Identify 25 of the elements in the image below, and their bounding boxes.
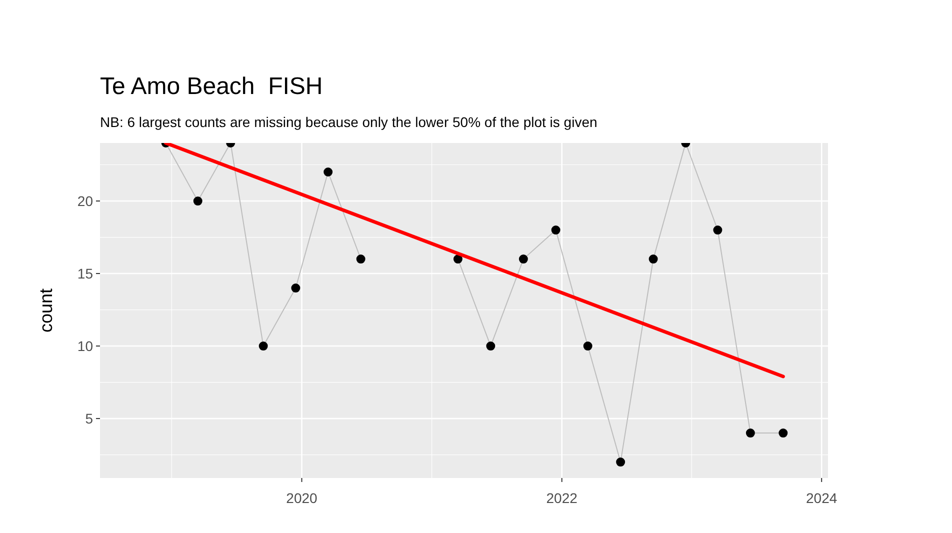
y-tick-label: 10: [77, 338, 94, 354]
x-tick-label: 2020: [286, 490, 318, 506]
y-tick-label: 20: [77, 193, 94, 210]
point: [746, 428, 755, 438]
point: [518, 254, 528, 264]
chart-title: Te Amo Beach FISH: [100, 73, 323, 100]
point: [713, 226, 722, 235]
point: [258, 342, 268, 351]
point: [616, 458, 626, 467]
y-tick-label: 5: [85, 410, 94, 427]
x-tick-label: 2024: [806, 490, 838, 506]
point: [193, 196, 202, 206]
point: [291, 284, 300, 293]
point: [583, 342, 592, 351]
y-tick-label: 15: [77, 266, 94, 282]
point: [324, 168, 333, 177]
point: [453, 254, 462, 264]
point: [778, 428, 788, 438]
y-axis-title: count: [36, 288, 56, 333]
point: [648, 254, 658, 264]
point: [551, 226, 560, 235]
point: [486, 342, 496, 351]
x-tick-label: 2022: [546, 490, 578, 506]
chart-subtitle: NB: 6 largest counts are missing because only the lower 50% of the plot is given: [100, 114, 598, 130]
point: [356, 254, 366, 264]
